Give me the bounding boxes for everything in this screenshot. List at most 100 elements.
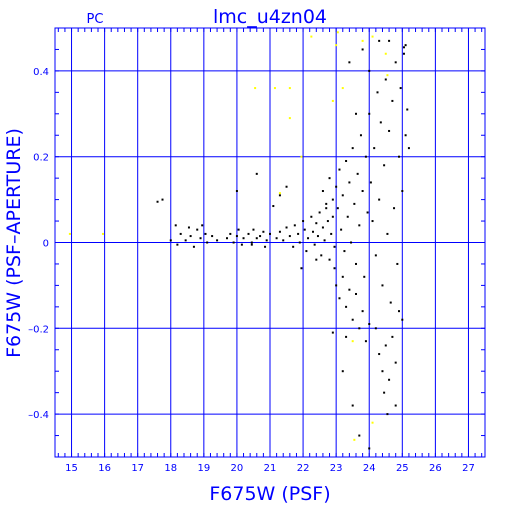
data-point <box>323 239 326 242</box>
highlight-point <box>300 155 303 158</box>
data-point <box>355 262 357 265</box>
data-point <box>161 198 164 201</box>
data-point <box>356 172 359 175</box>
highlight-point <box>331 99 334 102</box>
highlight-point <box>336 31 339 34</box>
data-point <box>204 232 207 235</box>
highlight-point <box>371 35 374 38</box>
x-tick-label: 26 <box>429 463 442 474</box>
data-point <box>353 202 356 205</box>
data-point <box>381 284 384 287</box>
data-point <box>398 310 400 313</box>
data-point <box>174 224 177 227</box>
data-point <box>255 172 258 175</box>
data-point <box>369 181 372 184</box>
data-point <box>264 245 267 248</box>
data-point <box>269 232 271 235</box>
y-tick-label: –0.4 <box>28 410 49 421</box>
data-point <box>335 185 338 188</box>
data-point <box>378 39 381 42</box>
data-point <box>333 245 336 248</box>
data-point <box>351 147 354 150</box>
data-point <box>361 48 364 51</box>
data-point <box>335 284 338 287</box>
data-point <box>310 215 313 218</box>
x-axis-label: F675W (PSF) <box>209 483 330 505</box>
grid <box>55 28 485 457</box>
data-point <box>179 232 182 235</box>
data-point <box>331 198 334 201</box>
data-point <box>216 239 219 242</box>
x-tick-label: 25 <box>396 463 409 474</box>
data-point <box>364 340 367 343</box>
tick-labels: 15 16 17 18 19 20 21 22 23 24 25 26 27 –0.4 –0.2 0 0.2 0.… <box>28 67 475 474</box>
data-point <box>402 46 405 49</box>
data-point <box>379 121 382 124</box>
data-point <box>333 267 336 270</box>
highlight-point <box>288 87 291 90</box>
highlight-point <box>310 35 313 38</box>
x-tick-label: 24 <box>363 463 376 474</box>
data-point <box>300 267 303 270</box>
highlight-point <box>351 340 354 343</box>
highlight-point <box>353 438 356 441</box>
data-point <box>404 134 407 137</box>
x-tick-label: 23 <box>330 463 343 474</box>
data-point <box>355 112 357 115</box>
data-point <box>259 235 262 238</box>
highlight-point <box>273 87 276 90</box>
data-point <box>378 198 381 201</box>
data-point <box>368 112 371 115</box>
data-point <box>373 147 376 150</box>
highlight-point <box>288 117 291 120</box>
data-point <box>368 323 371 326</box>
data-point <box>328 177 331 180</box>
data-point <box>407 147 410 150</box>
data-point <box>396 262 399 265</box>
data-point <box>211 235 214 238</box>
y-tick-label: 0 <box>43 239 49 250</box>
data-point <box>331 331 334 334</box>
data-point <box>187 226 190 229</box>
x-tick-label: 15 <box>65 463 78 474</box>
data-point <box>383 391 386 394</box>
data-point <box>364 155 367 158</box>
data-point <box>325 202 328 205</box>
data-point <box>298 241 301 244</box>
data-point <box>386 413 389 416</box>
data-point <box>318 211 321 214</box>
data-point <box>320 254 323 257</box>
x-tick-label: 22 <box>297 463 310 474</box>
data-point <box>285 226 288 229</box>
data-point <box>307 237 310 240</box>
highlight-point <box>101 232 104 235</box>
data-point <box>388 378 391 381</box>
data-point <box>278 230 281 233</box>
data-point <box>383 164 386 167</box>
x-tick-label: 21 <box>264 463 277 474</box>
data-point <box>374 327 377 330</box>
highlight-point <box>384 52 387 55</box>
data-point <box>240 243 243 246</box>
data-point <box>288 235 291 238</box>
data-point <box>404 44 407 47</box>
data-point <box>338 168 341 171</box>
data-point <box>384 78 387 81</box>
data-point <box>345 159 348 162</box>
x-tick-label: 27 <box>462 463 475 474</box>
x-tick-label: 17 <box>131 463 144 474</box>
data-point <box>351 318 354 321</box>
data-point <box>232 241 235 244</box>
data-point <box>350 241 353 244</box>
data-point <box>156 200 159 203</box>
data-point <box>358 327 361 330</box>
data-point <box>391 335 394 338</box>
data-point <box>371 220 374 223</box>
highlight-point <box>361 39 364 42</box>
data-point <box>272 205 275 208</box>
data-point <box>316 235 319 238</box>
x-tick-label: 20 <box>231 463 244 474</box>
data-point <box>247 232 250 235</box>
data-point <box>394 404 397 407</box>
data-point <box>366 211 369 214</box>
